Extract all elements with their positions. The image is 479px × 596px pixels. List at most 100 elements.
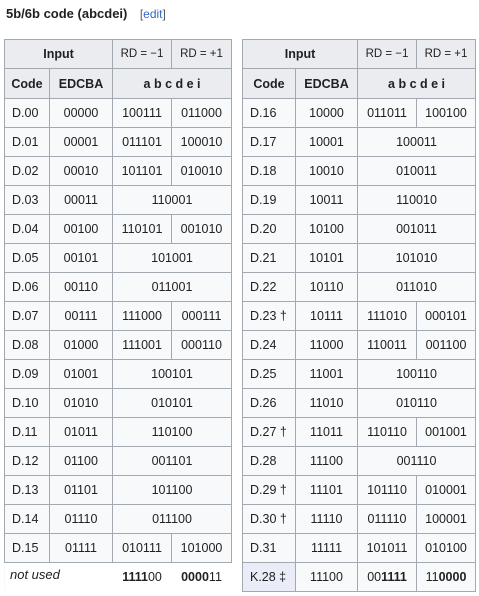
table-row: D.03 00011 110001 bbox=[4, 185, 233, 215]
table-row: D.01 00001 011101 100010 bbox=[4, 127, 233, 157]
table-row: D.14 01110 011100 bbox=[4, 504, 233, 534]
table-row: D.00 00000 100111 011000 bbox=[4, 98, 233, 128]
code-cell: D.23 † bbox=[242, 301, 296, 331]
edcba-cell: 10110 bbox=[294, 272, 359, 302]
table-row: D.30 † 11110 011110 100001 bbox=[242, 504, 477, 534]
table-row: D.16 10000 011011 100100 bbox=[242, 98, 477, 128]
code-cell: D.26 bbox=[242, 388, 296, 418]
edcba-cell: 10010 bbox=[294, 156, 359, 186]
abcdei-cell: 001011 bbox=[357, 214, 477, 244]
table-row: D.20 10100 001011 bbox=[242, 214, 477, 244]
table-row: D.11 01011 110100 bbox=[4, 417, 233, 447]
abcdei-cell: 100110 bbox=[357, 359, 477, 389]
table-row: D.18 10010 010011 bbox=[242, 156, 477, 186]
k28-code: K.28 ‡ bbox=[242, 562, 296, 592]
edcba-cell: 11000 bbox=[294, 330, 359, 360]
abcdei-cell: 010011 bbox=[357, 156, 477, 186]
abcdei-cell: 011100 bbox=[112, 504, 233, 534]
not-used-label: not used bbox=[10, 567, 60, 582]
section-title: 5b/6b code (abcdei) bbox=[6, 6, 128, 21]
rd-pos-cell: 100010 bbox=[171, 127, 233, 157]
abcdei-cell: 010101 bbox=[112, 388, 233, 418]
code-cell: D.21 bbox=[242, 243, 296, 273]
rd-neg-cell: 101011 bbox=[357, 533, 418, 563]
edcba-cell: 00101 bbox=[48, 243, 114, 273]
code-cell: D.14 bbox=[4, 504, 50, 534]
edcba-cell: 11111 bbox=[294, 533, 359, 563]
rd-neg-cell: 011011 bbox=[357, 98, 418, 128]
edcba-cell: 01001 bbox=[48, 359, 114, 389]
rd-neg-cell: 011110 bbox=[357, 504, 418, 534]
rd-neg-cell: 010111 bbox=[112, 533, 173, 563]
edcba-cell: 10001 bbox=[294, 127, 359, 157]
edcba-cell: 10111 bbox=[294, 301, 359, 331]
rd-neg-cell: 100111 bbox=[112, 98, 173, 128]
abcdei-cell: 110100 bbox=[112, 417, 233, 447]
code-cell: D.16 bbox=[242, 98, 296, 128]
rd-neg-cell: 110011 bbox=[357, 330, 418, 360]
rd-pos-cell: 010001 bbox=[416, 475, 477, 505]
code-cell: D.24 bbox=[242, 330, 296, 360]
table-row: D.09 01001 100101 bbox=[4, 359, 233, 389]
table-row: D.26 11010 010110 bbox=[242, 388, 477, 418]
code-table-right: Input RD = −1 RD = +1 Code EDCBA a b c d… bbox=[241, 39, 477, 592]
edcba-header: EDCBA bbox=[294, 68, 359, 99]
rd-pos-cell: 000101 bbox=[416, 301, 477, 331]
rd-pos-cell: 001100 bbox=[416, 330, 477, 360]
rd-neg-cell: 111001 bbox=[112, 330, 173, 360]
code-cell: D.28 bbox=[242, 446, 296, 476]
rd-neg-cell: 110101 bbox=[112, 214, 173, 244]
table-row: D.15 01111 010111 101000 bbox=[4, 533, 233, 563]
edcba-cell: 01110 bbox=[48, 504, 114, 534]
edit-link[interactable]: edit bbox=[143, 7, 163, 21]
rd-neg-cell: 011101 bbox=[112, 127, 173, 157]
abcdei-cell: 100011 bbox=[357, 127, 477, 157]
edcba-cell: 10101 bbox=[294, 243, 359, 273]
code-cell: D.31 bbox=[242, 533, 296, 563]
code-cell: D.05 bbox=[4, 243, 50, 273]
rd-pos-cell: 101000 bbox=[171, 533, 233, 563]
table-row: D.07 00111 111000 000111 bbox=[4, 301, 233, 331]
table-row: D.08 01000 111001 000110 bbox=[4, 330, 233, 360]
edcba-cell: 11001 bbox=[294, 359, 359, 389]
input-header: Input bbox=[3, 39, 114, 69]
code-cell: D.15 bbox=[4, 533, 50, 563]
edcba-cell: 00111 bbox=[48, 301, 114, 331]
rd-pos-cell: 010100 bbox=[416, 533, 477, 563]
rd-neg-cell: 111010 bbox=[357, 301, 418, 331]
edcba-cell: 00010 bbox=[48, 156, 114, 186]
table-row: D.17 10001 100011 bbox=[242, 127, 477, 157]
table-row: D.24 11000 110011 001100 bbox=[242, 330, 477, 360]
abcdei-cell: 101010 bbox=[357, 243, 477, 273]
code-header: Code bbox=[4, 68, 50, 99]
code-cell: D.17 bbox=[242, 127, 296, 157]
edcba-cell: 00100 bbox=[48, 214, 114, 244]
table-row: D.25 11001 100110 bbox=[242, 359, 477, 389]
edcba-cell: 00110 bbox=[48, 272, 114, 302]
table-row: D.27 † 11011 110110 001001 bbox=[242, 417, 477, 447]
code-cell: D.13 bbox=[4, 475, 50, 505]
code-cell: D.18 bbox=[242, 156, 296, 186]
edcba-cell: 01101 bbox=[48, 475, 114, 505]
edcba-cell: 11110 bbox=[294, 504, 359, 534]
code-cell: D.27 † bbox=[242, 417, 296, 447]
section-heading: 5b/6b code (abcdei) [edit] bbox=[6, 4, 166, 24]
table-row: D.02 00010 101101 010010 bbox=[4, 156, 233, 186]
rd-pos-cell: 010010 bbox=[171, 156, 233, 186]
rd-pos-cell: 000111 bbox=[171, 301, 233, 331]
code-cell: D.07 bbox=[4, 301, 50, 331]
rd-neg-cell: 101101 bbox=[112, 156, 173, 186]
code-cell: D.29 † bbox=[242, 475, 296, 505]
rd-pos-cell: 011000 bbox=[171, 98, 233, 128]
rd-neg-header: RD = −1 bbox=[112, 39, 173, 69]
code-cell: D.22 bbox=[242, 272, 296, 302]
edit-section-link: [edit] bbox=[139, 7, 166, 21]
edcba-cell: 01100 bbox=[48, 446, 114, 476]
table-row: D.29 † 11101 101110 010001 bbox=[242, 475, 477, 505]
abcdei-cell: 101001 bbox=[112, 243, 233, 273]
edcba-cell: 11011 bbox=[294, 417, 359, 447]
table-row: D.28 11100 001110 bbox=[242, 446, 477, 476]
code-cell: D.03 bbox=[4, 185, 50, 215]
abcdei-cell: 100101 bbox=[112, 359, 233, 389]
rd-pos-header: RD = +1 bbox=[171, 39, 233, 69]
